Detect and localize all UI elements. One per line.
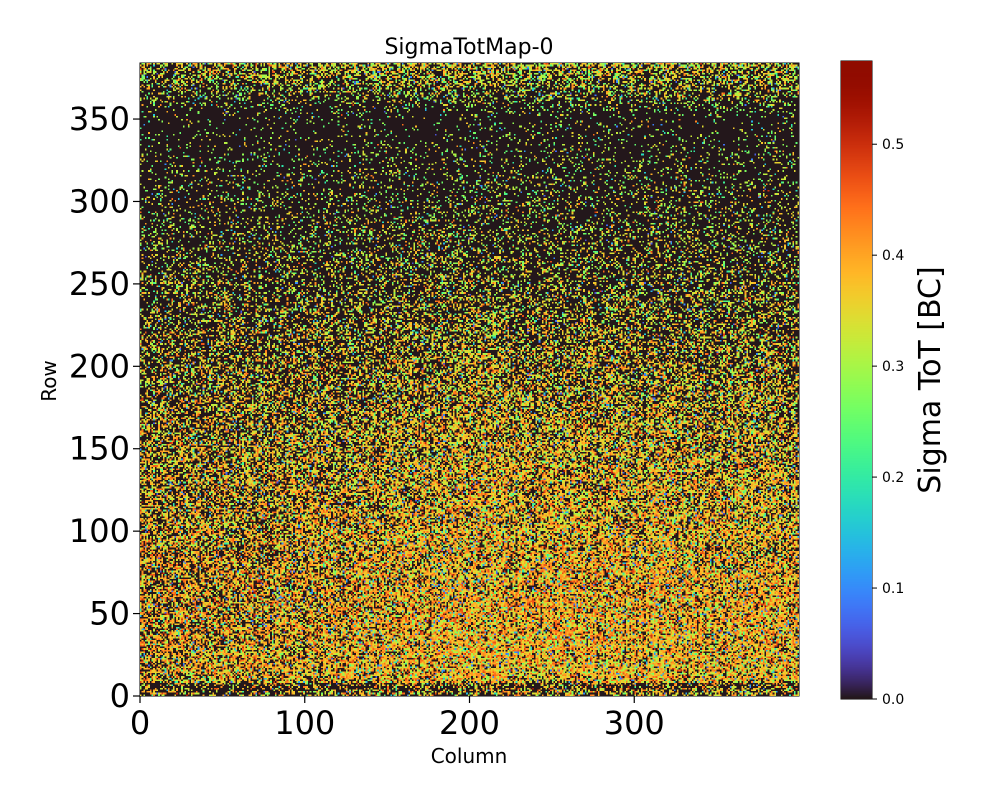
colorbar-tick-label: 0.4	[882, 248, 904, 264]
x-tick-label: 300	[604, 704, 665, 742]
x-tick-label: 100	[274, 704, 335, 742]
y-tick-label: 350	[69, 100, 130, 138]
y-tick-label: 150	[69, 430, 130, 468]
y-tick-label: 300	[69, 182, 130, 220]
colorbar-tick-label: 0.0	[882, 692, 904, 708]
y-tick-label: 200	[69, 347, 130, 385]
colorbar-tick-label: 0.5	[882, 137, 904, 153]
y-axis-label: Row	[37, 360, 61, 402]
x-axis-ticks: 0 100 200 300	[130, 696, 665, 742]
colorbar-tick-label: 0.3	[882, 359, 904, 375]
x-axis-label: Column	[431, 744, 508, 768]
colorbar-tick-label: 0.2	[882, 470, 904, 486]
y-tick-label: 100	[69, 512, 130, 550]
colorbar-gradient	[841, 61, 872, 699]
y-axis-ticks: 0 50 100 150 200 250 300 350	[69, 100, 140, 715]
y-tick-label: 0	[110, 677, 130, 715]
chart-title: SigmaTotMap-0	[384, 35, 553, 60]
y-tick-label: 50	[89, 595, 130, 633]
x-tick-label: 0	[130, 704, 150, 742]
colorbar-tick-label: 0.1	[882, 581, 904, 597]
colorbar-label: Sigma ToT [BC]	[913, 266, 948, 493]
colorbar-ticks: 0.0 0.1 0.2 0.3 0.4 0.5	[872, 137, 904, 708]
x-tick-label: 200	[439, 704, 500, 742]
y-tick-label: 250	[69, 265, 130, 303]
heatmap-image	[140, 63, 799, 696]
